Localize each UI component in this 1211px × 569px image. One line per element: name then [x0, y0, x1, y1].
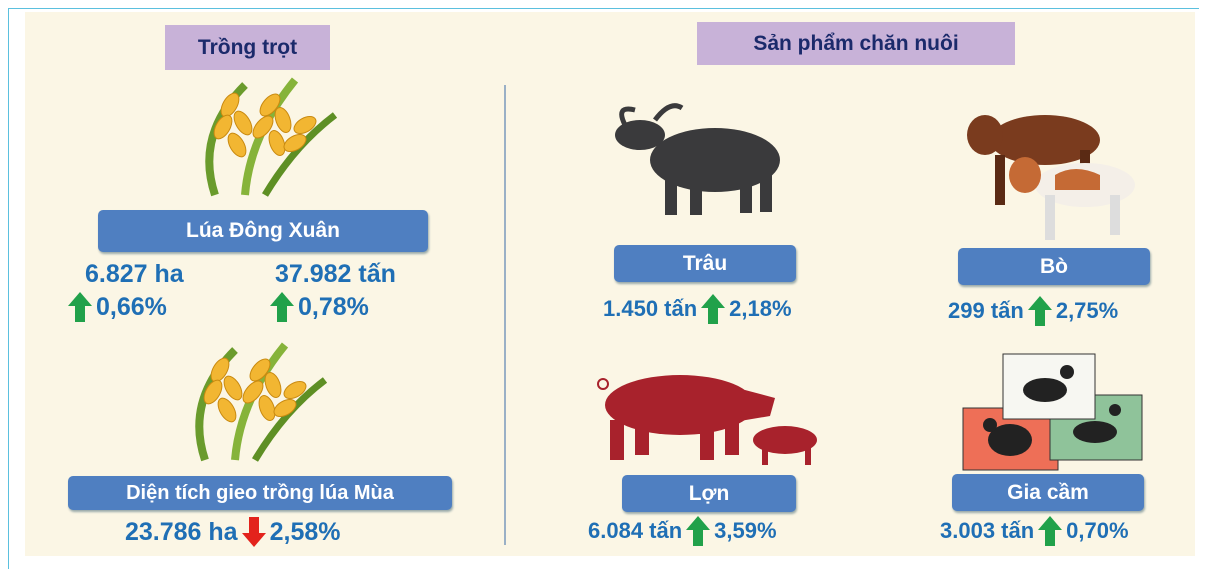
change-text: 3,59%: [714, 518, 777, 543]
trend-arrow: [241, 517, 266, 547]
label-button: Bò: [958, 248, 1150, 285]
stat-line: 6.084 tấn 3,59%: [588, 516, 777, 546]
stat-value: 23.786 ha: [125, 517, 238, 546]
wheat-icon: [209, 80, 335, 195]
change-text: 0,66%: [96, 292, 167, 321]
label-button: Lúa Đông Xuân: [98, 210, 428, 252]
stat-value: 3.003 tấn: [940, 518, 1035, 543]
arrow-shape: [1027, 296, 1052, 326]
trend-arrow: [68, 292, 92, 322]
stat-change: 0,78%: [270, 292, 369, 322]
change-text: 2,58%: [269, 517, 341, 546]
arrow-shape: [241, 517, 266, 547]
arrow-shape: [701, 294, 726, 324]
arrow-shape: [270, 292, 294, 322]
section-header: Trồng trọt: [165, 25, 330, 70]
arrow-shape: [686, 516, 711, 546]
stat-value: 299 tấn: [948, 298, 1024, 323]
trend-arrow: [701, 294, 726, 324]
poultry-icon: [962, 353, 1143, 471]
arrow-shape: [68, 292, 92, 322]
label-button: Diện tích gieo trồng lúa Mùa: [68, 476, 452, 510]
stat-change: 0,66%: [68, 292, 167, 322]
stat-value: 1.450 tấn: [603, 296, 698, 321]
wheat-icon: [199, 345, 325, 460]
stat-line: 299 tấn 2,75%: [948, 296, 1118, 326]
change-text: 0,70%: [1066, 518, 1129, 543]
change-text: 2,18%: [729, 296, 792, 321]
stat-line: 23.786 ha 2,58%: [125, 517, 340, 547]
stat-line: 1.450 tấn 2,18%: [603, 294, 792, 324]
label-button: Gia cầm: [952, 474, 1144, 511]
label-button: Lợn: [622, 475, 796, 512]
stat-value: 6.827 ha: [85, 260, 184, 288]
label-button: Trâu: [614, 245, 796, 282]
stat-value: 6.084 tấn: [588, 518, 683, 543]
trend-arrow: [270, 292, 294, 322]
trend-arrow: [1027, 296, 1052, 326]
trend-arrow: [686, 516, 711, 546]
arrow-shape: [1038, 516, 1063, 546]
trend-arrow: [1038, 516, 1063, 546]
pig-icon: [597, 375, 817, 465]
stat-value: 37.982 tấn: [275, 260, 396, 288]
stat-line: 3.003 tấn 0,70%: [940, 516, 1129, 546]
change-text: 2,75%: [1055, 298, 1119, 323]
change-text: 0,78%: [298, 292, 369, 321]
buffalo-icon: [615, 103, 780, 215]
section-header: Sản phẩm chăn nuôi: [697, 22, 1015, 65]
cow-icon: [967, 115, 1135, 240]
